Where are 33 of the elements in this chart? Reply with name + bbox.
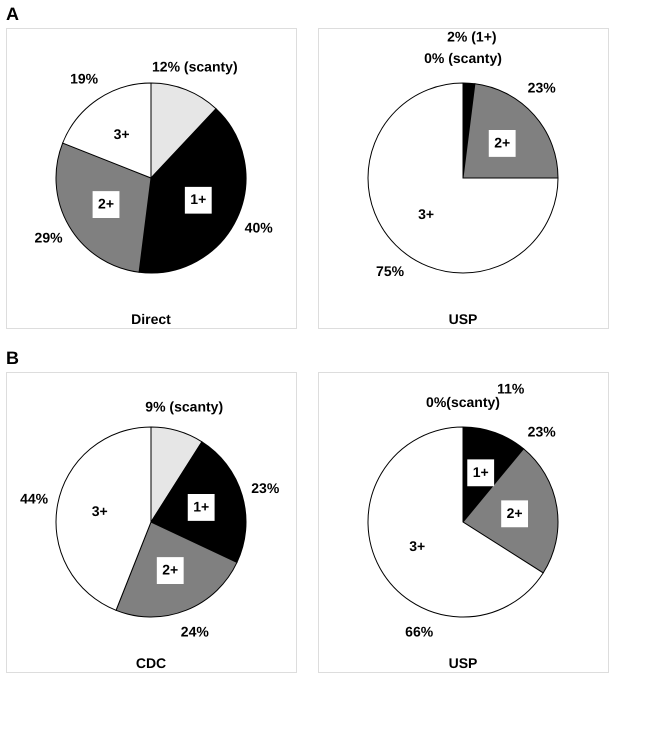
slice-label: 3+: [409, 538, 426, 554]
data-label: 24%: [180, 624, 210, 640]
data-label: 44%: [20, 490, 49, 507]
slice-label: 2+: [98, 196, 114, 212]
data-label: 11%: [497, 380, 525, 396]
text: 0%(scanty): [426, 394, 500, 410]
data-label: 75%: [376, 263, 405, 280]
data-label: 40%: [244, 220, 274, 236]
text: USP: [448, 311, 478, 327]
slice-label: 2+: [494, 134, 510, 150]
slice-label: 1+: [193, 498, 210, 514]
data-label: 19%: [70, 70, 99, 87]
slice-label: 3+: [92, 503, 108, 520]
slice-label: 3+: [114, 126, 130, 142]
text: Direct: [131, 311, 172, 327]
data-label: 66%: [405, 624, 434, 640]
chart-title: A: [6, 4, 19, 24]
data-label: 23%: [251, 480, 280, 496]
data-label: 23%: [528, 80, 556, 96]
slice-label: 1+: [472, 464, 489, 480]
slice-label: 2+: [162, 562, 178, 578]
text: CDC: [136, 655, 166, 671]
slice-label: 3+: [418, 206, 434, 222]
data-label: 12% (scanty): [152, 58, 238, 74]
data-label: 29%: [34, 230, 64, 246]
data-label: 9% (scanty): [145, 398, 224, 415]
data-label: 23%: [528, 424, 556, 440]
chart-title: B: [6, 348, 19, 368]
text: 0% (scanty): [424, 50, 502, 66]
text: USP: [448, 655, 478, 671]
data-label: 2% (1+): [447, 28, 497, 44]
slice-label: 1+: [190, 191, 206, 208]
slice-label: 2+: [506, 504, 523, 521]
